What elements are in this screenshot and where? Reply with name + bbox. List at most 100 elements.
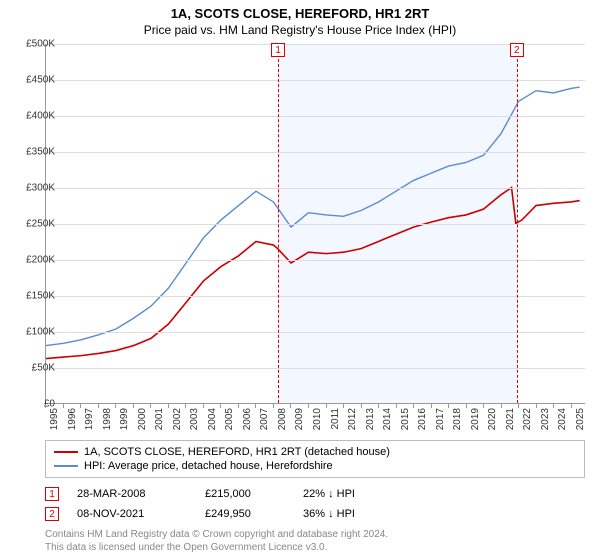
sale-price: £215,000: [205, 488, 285, 500]
legend: 1A, SCOTS CLOSE, HEREFORD, HR1 2RT (deta…: [45, 440, 585, 478]
plot-area: 12: [45, 44, 585, 404]
x-tick: [483, 404, 484, 408]
sale-price: £249,950: [205, 508, 285, 520]
x-tick: [571, 404, 572, 408]
x-tick: [361, 404, 362, 408]
x-tick: [290, 404, 291, 408]
gridline: [46, 152, 585, 153]
x-axis-label: 2009: [294, 408, 305, 430]
marker-badge: 1: [271, 43, 285, 57]
x-tick: [45, 404, 46, 408]
x-tick: [133, 404, 134, 408]
x-axis-label: 2011: [330, 408, 341, 430]
x-tick: [98, 404, 99, 408]
footer-text: Contains HM Land Registry data © Crown c…: [45, 528, 388, 554]
x-axis-label: 2017: [435, 408, 446, 430]
y-axis-label: £100K: [26, 327, 55, 338]
y-axis-label: £200K: [26, 255, 55, 266]
x-tick: [536, 404, 537, 408]
x-axis-label: 1997: [84, 408, 95, 430]
x-axis-label: 2019: [470, 408, 481, 430]
chart-container: 1A, SCOTS CLOSE, HEREFORD, HR1 2RT Price…: [0, 0, 600, 560]
legend-label: 1A, SCOTS CLOSE, HEREFORD, HR1 2RT (deta…: [84, 446, 390, 458]
x-tick: [150, 404, 151, 408]
y-axis-label: £400K: [26, 111, 55, 122]
x-axis-label: 2021: [505, 408, 516, 430]
legend-swatch: [54, 465, 78, 467]
chart-title: 1A, SCOTS CLOSE, HEREFORD, HR1 2RT: [0, 0, 600, 21]
x-axis-label: 2018: [452, 408, 463, 430]
sale-row: 208-NOV-2021£249,95036% ↓ HPI: [45, 504, 585, 524]
y-axis-label: £450K: [26, 75, 55, 86]
gridline: [46, 44, 585, 45]
x-tick: [238, 404, 239, 408]
y-axis-label: £250K: [26, 219, 55, 230]
x-tick: [220, 404, 221, 408]
marker-badge: 2: [510, 43, 524, 57]
x-axis-label: 2025: [575, 408, 586, 430]
x-tick: [553, 404, 554, 408]
sale-badge: 1: [45, 487, 59, 501]
sale-date: 08-NOV-2021: [77, 508, 187, 520]
gridline: [46, 368, 585, 369]
x-tick: [518, 404, 519, 408]
x-tick: [413, 404, 414, 408]
gridline: [46, 260, 585, 261]
sale-diff: 22% ↓ HPI: [303, 488, 355, 500]
marker-line: [517, 44, 518, 403]
x-axis-label: 2022: [522, 408, 533, 430]
marker-line: [278, 44, 279, 403]
x-tick: [378, 404, 379, 408]
x-tick: [431, 404, 432, 408]
x-tick: [448, 404, 449, 408]
gridline: [46, 332, 585, 333]
x-axis-label: 2007: [259, 408, 270, 430]
gridline: [46, 80, 585, 81]
x-axis-label: 2024: [557, 408, 568, 430]
x-axis-label: 2006: [242, 408, 253, 430]
sale-diff: 36% ↓ HPI: [303, 508, 355, 520]
x-tick: [168, 404, 169, 408]
x-axis-label: 1999: [119, 408, 130, 430]
series-hpi: [46, 87, 580, 345]
legend-label: HPI: Average price, detached house, Here…: [84, 460, 333, 472]
x-axis-label: 2005: [224, 408, 235, 430]
x-axis-label: 2023: [540, 408, 551, 430]
x-tick: [308, 404, 309, 408]
x-axis-label: 2003: [189, 408, 200, 430]
x-axis-label: 1995: [49, 408, 60, 430]
x-tick: [80, 404, 81, 408]
x-axis-label: 2010: [312, 408, 323, 430]
x-axis-label: 2016: [417, 408, 428, 430]
x-axis-label: 2004: [207, 408, 218, 430]
x-tick: [185, 404, 186, 408]
footer-line-2: This data is licensed under the Open Gov…: [45, 541, 388, 554]
x-tick: [501, 404, 502, 408]
y-axis-label: £300K: [26, 183, 55, 194]
x-axis-label: 2000: [137, 408, 148, 430]
legend-item: HPI: Average price, detached house, Here…: [54, 459, 576, 473]
x-axis-label: 2013: [365, 408, 376, 430]
x-axis-label: 1998: [102, 408, 113, 430]
x-axis-label: 2012: [347, 408, 358, 430]
y-axis-label: £350K: [26, 147, 55, 158]
x-axis-label: 1996: [67, 408, 78, 430]
x-tick: [343, 404, 344, 408]
x-axis-label: 2020: [487, 408, 498, 430]
x-tick: [273, 404, 274, 408]
y-axis-label: £500K: [26, 39, 55, 50]
sale-date: 28-MAR-2008: [77, 488, 187, 500]
x-tick: [326, 404, 327, 408]
x-axis-label: 2001: [154, 408, 165, 430]
x-tick: [203, 404, 204, 408]
x-tick: [115, 404, 116, 408]
x-axis-label: 2008: [277, 408, 288, 430]
footer-line-1: Contains HM Land Registry data © Crown c…: [45, 528, 388, 541]
sales-table: 128-MAR-2008£215,00022% ↓ HPI208-NOV-202…: [45, 484, 585, 524]
chart-subtitle: Price paid vs. HM Land Registry's House …: [0, 21, 600, 41]
x-tick: [396, 404, 397, 408]
y-axis-label: £50K: [32, 363, 55, 374]
x-axis-label: 2014: [382, 408, 393, 430]
x-axis-label: 2002: [172, 408, 183, 430]
x-axis-label: 2015: [400, 408, 411, 430]
